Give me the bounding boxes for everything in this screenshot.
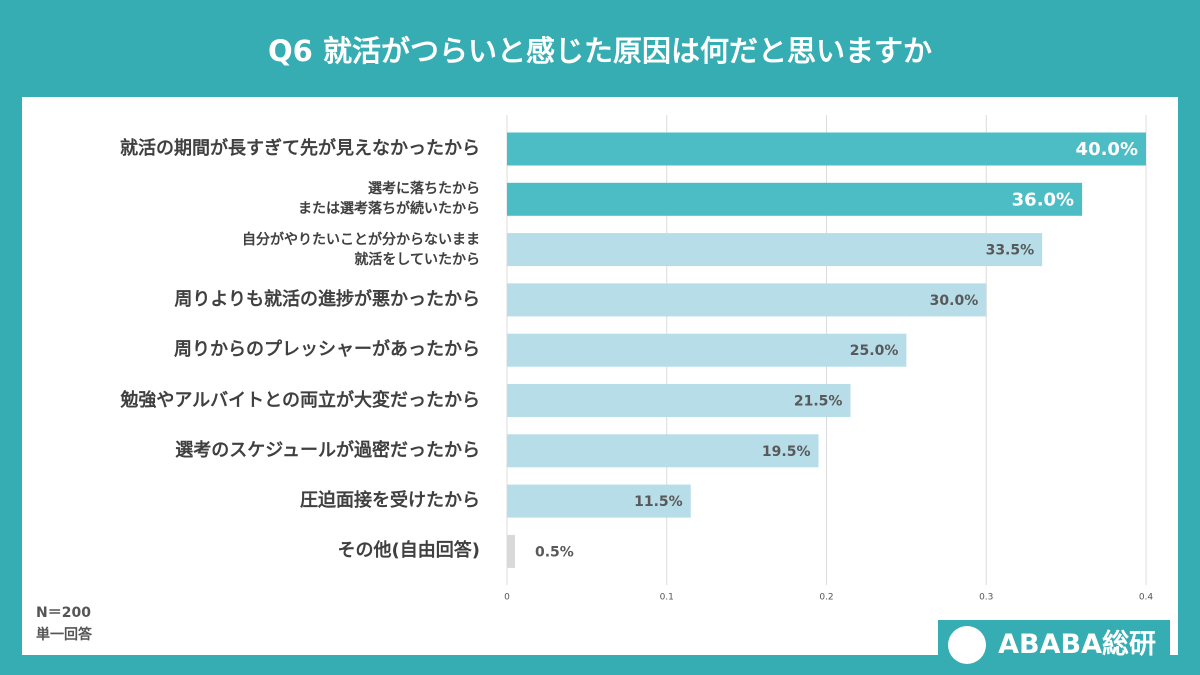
category-label: 勉強やアルバイトとの両立が大変だったから (120, 389, 480, 411)
bar (507, 283, 987, 317)
category-label: 選考のスケジュールが過密だったから (175, 439, 480, 461)
category-label: 選考に落ちたから または選考落ちが続いたから (298, 181, 480, 218)
category-label: 就活の期間が長すぎて先が見えなかったから (120, 138, 480, 159)
category-label: 自分がやりたいことが分からないまま 就活をしていたから (242, 231, 480, 268)
value-label: 11.5% (634, 494, 683, 510)
value-label: 21.5% (794, 394, 843, 410)
x-tick-label: 0.4 (1139, 593, 1154, 603)
value-label: 36.0% (1012, 189, 1074, 210)
x-tick-label: 0 (504, 593, 510, 603)
bar (507, 384, 851, 417)
x-tick-label: 0.1 (660, 593, 674, 603)
note: 単一回答 (36, 627, 92, 643)
value-label: 33.5% (986, 243, 1035, 259)
value-label: 19.5% (762, 444, 811, 460)
x-tick-label: 0.3 (979, 593, 993, 603)
bar (507, 182, 1083, 216)
note: N＝200 (36, 605, 91, 621)
category-label: 周りからのプレッシャーがあったから (174, 339, 480, 361)
chart-title: Q6 就活がつらいと感じた原因は何だと思いますか (268, 34, 932, 68)
category-label: 圧迫面接を受けたから (300, 490, 480, 512)
logo-icon (948, 626, 986, 664)
value-label: 0.5% (535, 544, 574, 560)
x-tick-label: 0.2 (819, 593, 833, 603)
value-label: 30.0% (930, 293, 979, 309)
category-label: その他(自由回答) (337, 540, 480, 562)
bar (507, 132, 1146, 166)
value-label: 25.0% (850, 343, 899, 359)
bar (507, 434, 819, 468)
bar (507, 534, 515, 568)
category-label: 周りよりも就活の進捗が悪かったから (174, 288, 480, 310)
bar (507, 333, 907, 367)
bar (507, 484, 691, 518)
bar (507, 233, 1043, 267)
value-label: 40.0% (1076, 139, 1138, 160)
